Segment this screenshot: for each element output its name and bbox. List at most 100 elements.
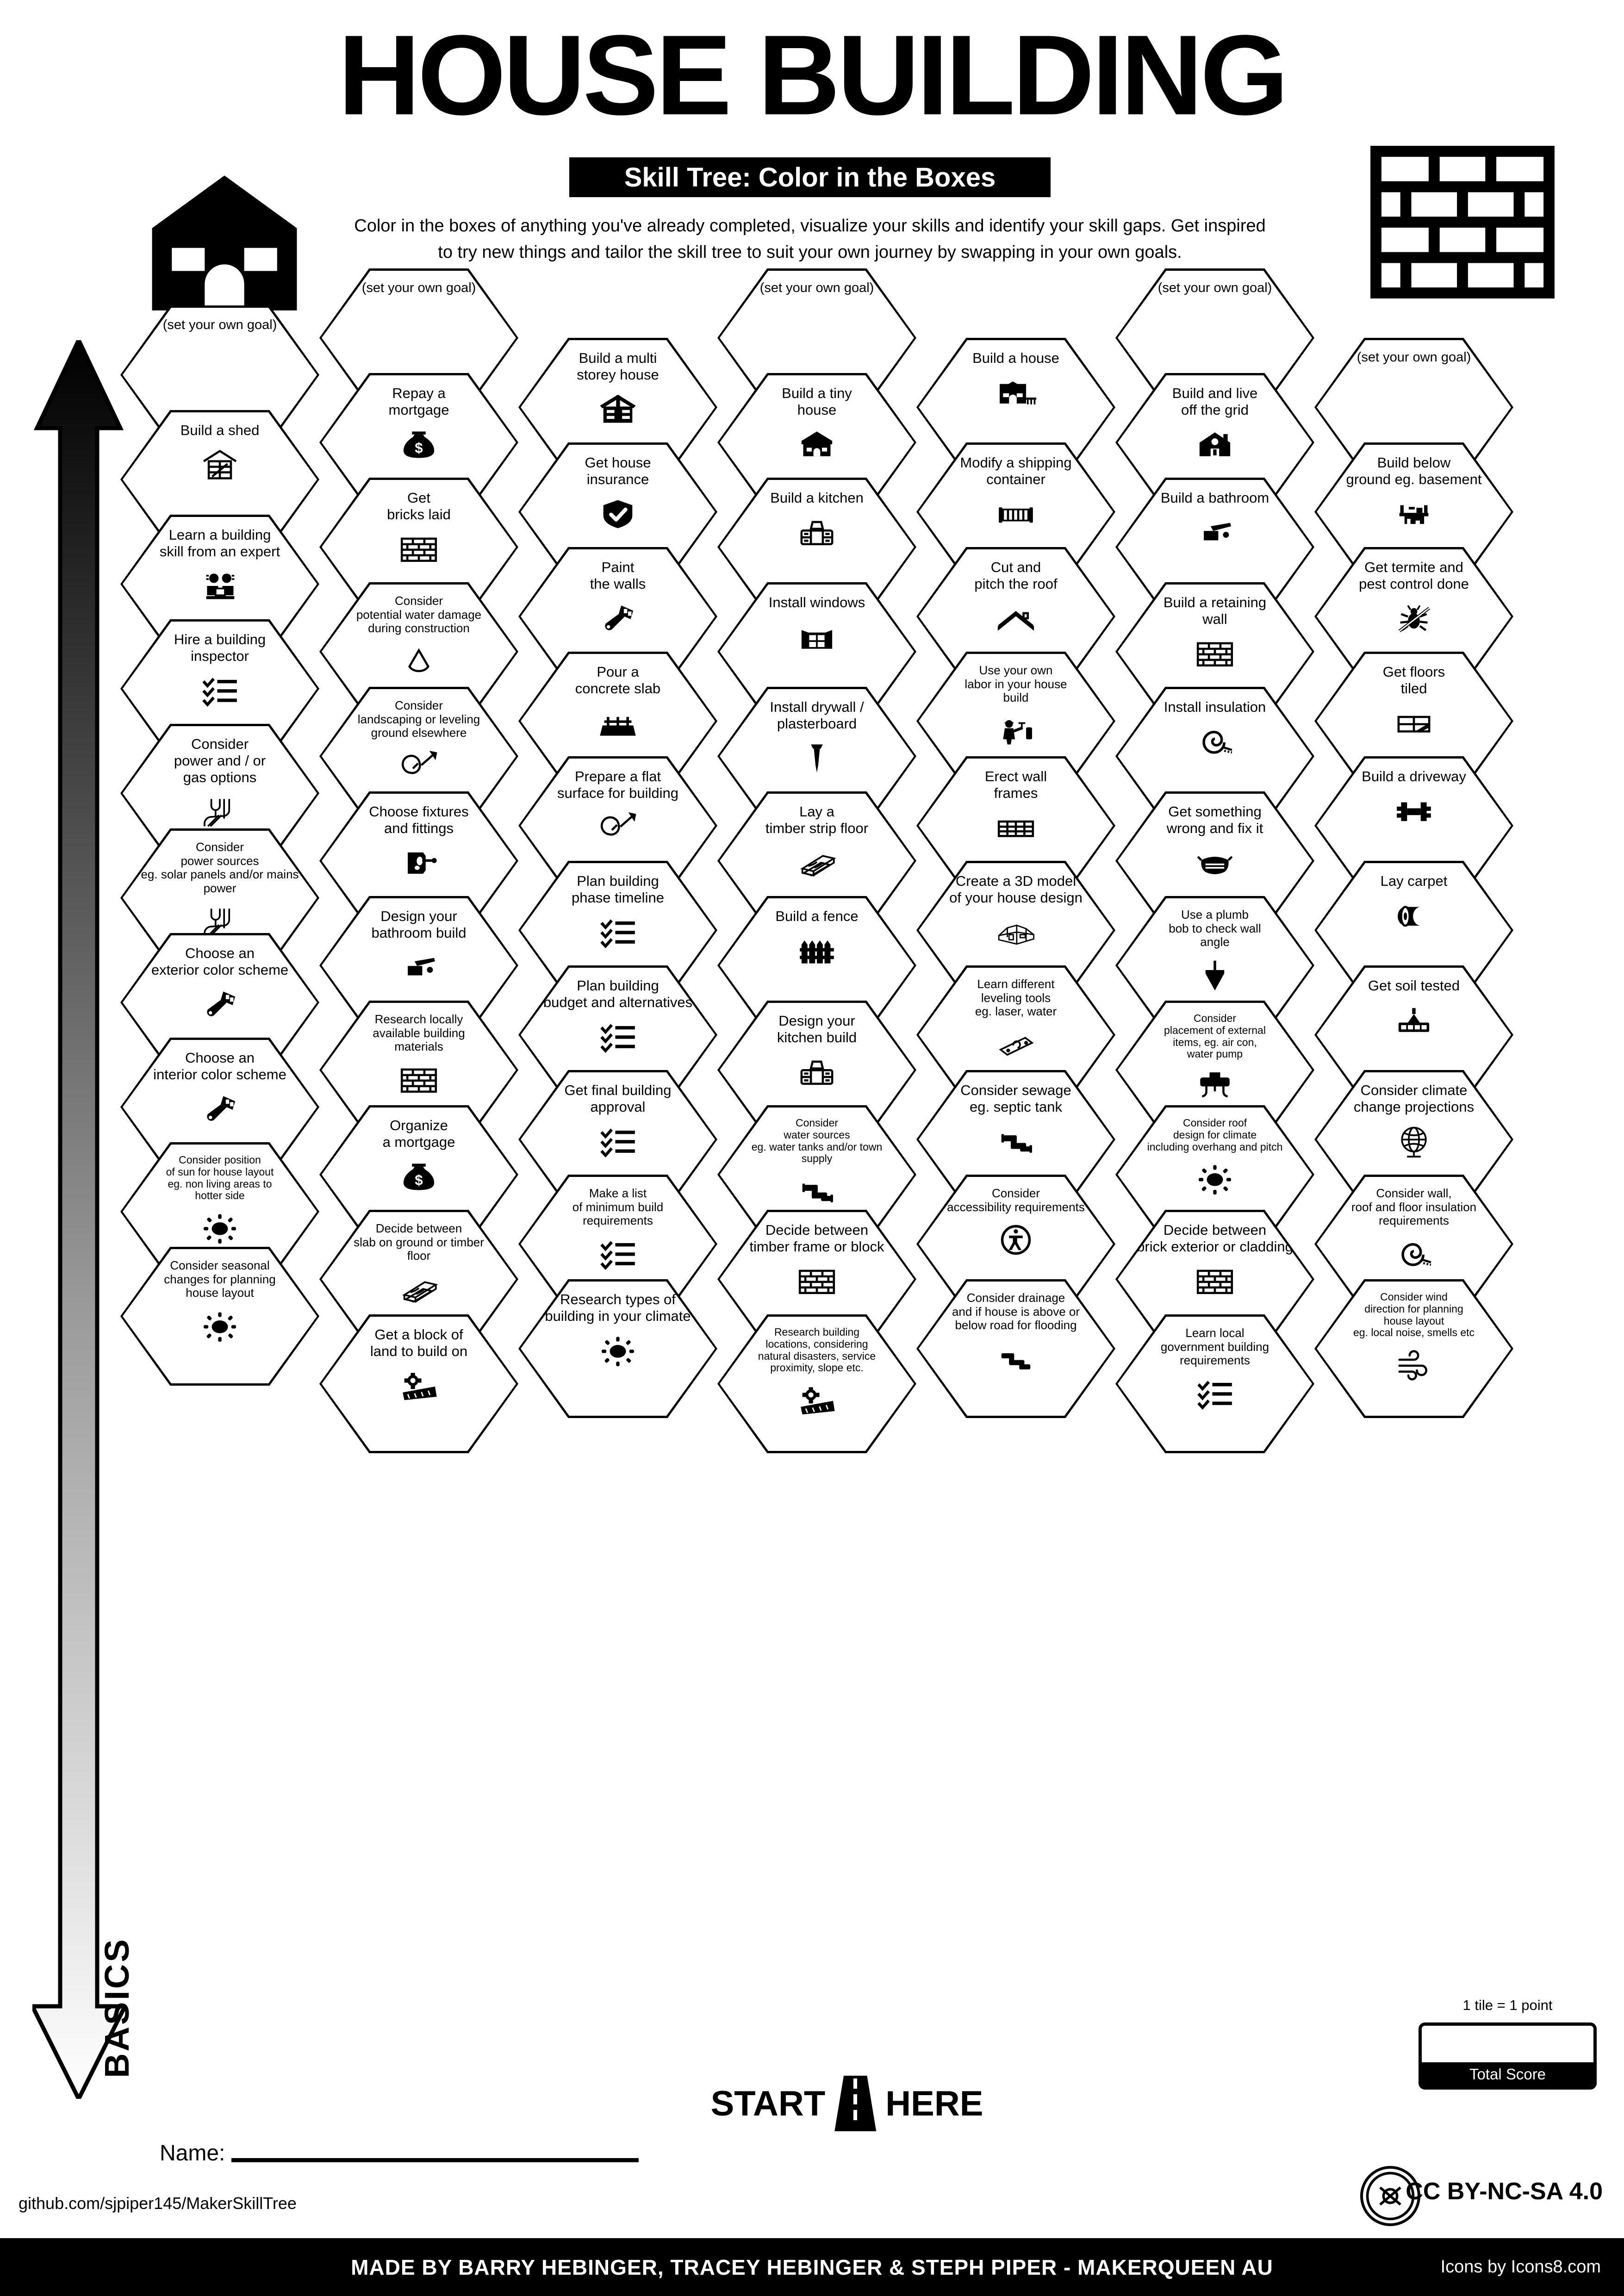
footer-bar: MADE BY BARRY HEBINGER, TRACEY HEBINGER … <box>0 2238 1624 2296</box>
progression-axis-arrow <box>32 340 125 2099</box>
shovel-icon <box>397 744 441 788</box>
skill-tile-label: Get termite and pest control done <box>1359 559 1469 592</box>
skill-tile-label: Get floors tiled <box>1382 664 1445 697</box>
skill-tile[interactable]: Learn different leveling tools eg. laser, … <box>916 965 1115 1104</box>
sun-icon <box>1193 1157 1237 1201</box>
skill-tile-label: Consider potential water damage during con… <box>356 594 482 635</box>
wall-frames-icon <box>994 805 1038 850</box>
checklist-icon <box>1193 1371 1237 1416</box>
roof-icon <box>994 596 1038 641</box>
skill-tile[interactable]: Decide between slab on ground or timber fl… <box>319 1210 518 1349</box>
tile-point-note: 1 tile = 1 point <box>1462 1997 1553 2013</box>
skill-tile-content: Research locally available building materi… <box>319 1001 518 1139</box>
skill-tile-content: Paint the walls <box>518 547 717 686</box>
skill-tile-content: Use your own labor in your house build <box>916 652 1115 790</box>
skill-tile[interactable]: Research building locations, considering n… <box>717 1314 916 1453</box>
driveway-icon <box>1392 789 1436 833</box>
skill-tile-content: Consider position of sun for house layout… <box>120 1142 319 1281</box>
name-label: Name: <box>160 2141 225 2165</box>
money-bag-icon: $ <box>397 1154 441 1199</box>
skill-tile[interactable]: Build a retaining wall <box>1115 582 1314 721</box>
skill-tile-label: Consider water sources eg. water tanks and… <box>751 1117 883 1165</box>
skill-tile-label: Research building locations, considering n… <box>758 1326 876 1374</box>
skill-tile-label: Install drywall / plasterboard <box>770 699 864 732</box>
skill-tile-content: (set your own goal) <box>120 305 319 444</box>
skill-tile-content: (set your own goal) <box>319 268 518 407</box>
svg-text:$: $ <box>415 440 423 456</box>
github-url[interactable]: github.com/sjpiper145/MakerSkillTree <box>19 2194 297 2213</box>
skill-tile-label: Decide between brick exterior or cladding <box>1137 1222 1293 1255</box>
skill-tile-content: Consider roof design for climate including… <box>1115 1105 1314 1244</box>
here-label: HERE <box>885 2084 983 2123</box>
skill-tile[interactable]: Use a plumb bob to check wall angle <box>1115 896 1314 1035</box>
name-input-line[interactable] <box>231 2158 639 2162</box>
skill-tile-content: Use a plumb bob to check wall angle <box>1115 896 1314 1035</box>
land-plot-icon <box>397 1363 441 1408</box>
checklist-icon <box>198 668 242 713</box>
timber-planks-icon <box>397 1267 441 1311</box>
fence-icon <box>795 928 839 973</box>
total-score-box[interactable]: Total Score <box>1419 2022 1597 2090</box>
skill-tile-content: Build a fence <box>717 896 916 1035</box>
skill-tile[interactable]: Research types of building in your climat… <box>518 1279 717 1418</box>
skill-tile[interactable]: Consider sewage eg. septic tank <box>916 1070 1115 1209</box>
skill-tile-label: Consider wind direction for planning house… <box>1353 1291 1475 1339</box>
skill-tile-label: Build and live off the grid <box>1172 385 1258 418</box>
shipping-container-icon <box>994 492 1038 536</box>
skill-tile-label: Build a kitchen <box>770 490 864 506</box>
skill-tile[interactable]: Consider wind direction for planning house… <box>1314 1279 1513 1418</box>
skill-tile-label: Get soil tested <box>1368 977 1460 994</box>
sun-icon <box>596 1328 640 1373</box>
skill-tile-content: Get termite and pest control done <box>1314 547 1513 686</box>
subtitle-banner: Skill Tree: Color in the Boxes <box>569 157 1051 197</box>
skill-tile-content: (set your own goal) <box>717 268 916 407</box>
worker-icon <box>994 709 1038 753</box>
insulation-roll-icon <box>1392 1232 1436 1276</box>
skill-tile-label: Repay a mortgage <box>388 385 449 418</box>
skill-tile-label: Build a fence <box>775 908 859 924</box>
skill-tile-content: Repay a mortgage $ <box>319 373 518 512</box>
skill-tile[interactable]: Get a block of land to build on <box>319 1314 518 1453</box>
skill-tile-content: Lay carpet <box>1314 861 1513 1000</box>
skill-tile-content: Build a retaining wall <box>1115 582 1314 721</box>
skill-tile[interactable]: Learn local government building requiremen… <box>1115 1314 1314 1453</box>
skill-tile-label: Choose an interior color scheme <box>153 1050 286 1083</box>
skill-tile-label: Build a retaining wall <box>1163 594 1267 627</box>
skill-tile[interactable]: Get something wrong and fix it <box>1115 791 1314 930</box>
skill-tile-label: Modify a shipping container <box>960 454 1072 487</box>
skill-tile-content: Build a driveway <box>1314 756 1513 895</box>
checklist-icon <box>596 1014 640 1059</box>
pipe-icon <box>795 1169 839 1213</box>
skill-tile-content: Consider seasonal changes for planning hou… <box>120 1247 319 1386</box>
icons-credit-text: Icons by Icons8.com <box>1440 2257 1601 2277</box>
skill-tile[interactable]: Build a bathroom <box>1115 478 1314 616</box>
wind-icon <box>1392 1343 1436 1387</box>
intro-line-2: to try new things and tailor the skill t… <box>438 243 1182 262</box>
multi-storey-house-icon <box>596 387 640 431</box>
paint-brush-icon <box>596 596 640 641</box>
skill-tile-content: Get final building approval <box>518 1070 717 1209</box>
skill-tile-label: Get a block of land to build on <box>370 1326 468 1359</box>
skill-tile-content: Consider wind direction for planning house… <box>1314 1279 1513 1418</box>
skill-tile-label: Use a plumb bob to check wall angle <box>1169 908 1261 949</box>
door-handle-icon <box>397 840 441 885</box>
sun-icon <box>198 1304 242 1348</box>
bricks-icon <box>1193 631 1237 676</box>
skill-tile-label: Consider roof design for climate including… <box>1147 1117 1283 1153</box>
skill-tile-label: Get something wrong and fix it <box>1166 803 1263 836</box>
skill-tile-content: Research types of building in your climat… <box>518 1279 717 1418</box>
checklist-icon <box>596 1119 640 1164</box>
skill-tile[interactable]: Consider drainage and if house is above o… <box>916 1279 1115 1418</box>
skill-tile-content: Cut and pitch the roof <box>916 547 1115 686</box>
skill-tile-content: Learn different leveling tools eg. laser, … <box>916 965 1115 1104</box>
cc-license-text: CC BY-NC-SA 4.0 <box>1406 2178 1603 2205</box>
skill-tile-content: Consider power sources eg. solar panels an… <box>120 828 319 967</box>
skill-tile[interactable]: Build and live off the grid <box>1115 373 1314 512</box>
air-con-icon <box>1193 1064 1237 1108</box>
cc-license-badge-icon <box>1360 2166 1420 2226</box>
skill-tile-label: Erect wall frames <box>984 768 1047 801</box>
skill-tile-label: Learn local government building requiremen… <box>1160 1326 1269 1368</box>
skill-tile-label: Build a multi storey house <box>577 350 659 383</box>
skill-tile[interactable]: Consider seasonal changes for planning hou… <box>120 1247 319 1386</box>
skill-tile-label: Get bricks laid <box>387 490 451 523</box>
